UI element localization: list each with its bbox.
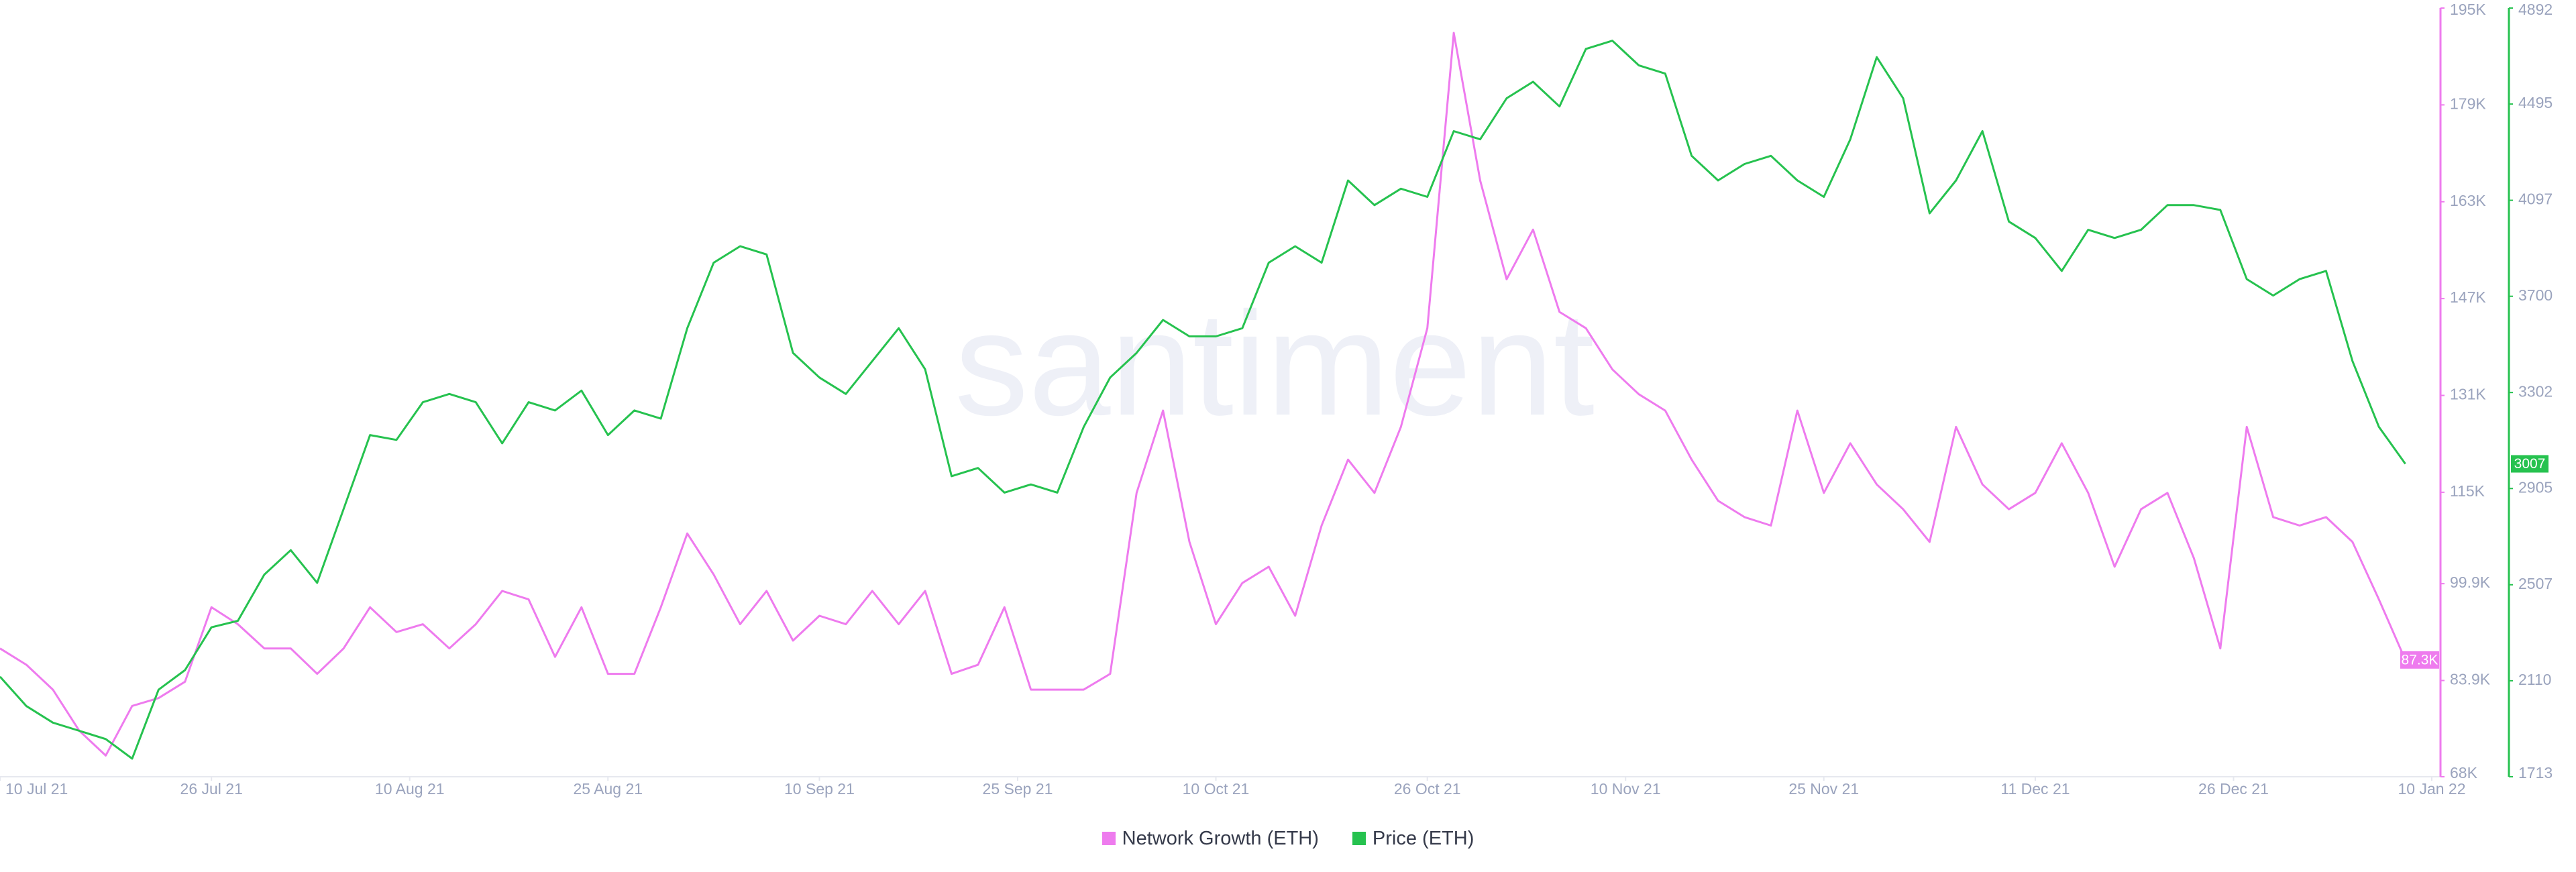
x-tick-label: 25 Sep 21	[983, 780, 1053, 798]
legend-item[interactable]: Price (ETH)	[1352, 828, 1474, 850]
y-tick-label: 3302	[2518, 382, 2553, 400]
y-tick-label: 2507	[2518, 575, 2553, 592]
legend-label: Network Growth (ETH)	[1122, 827, 1319, 849]
y-tick-label: 179K	[2450, 95, 2486, 112]
y-tick-label: 147K	[2450, 288, 2486, 306]
x-tick-label: 25 Nov 21	[1788, 780, 1859, 798]
legend-label: Price (ETH)	[1372, 827, 1474, 849]
y-tick-label: 131K	[2450, 386, 2486, 403]
y-tick-label: 99.9K	[2450, 574, 2491, 591]
y-tick-label: 4495	[2518, 94, 2553, 111]
x-tick-label: 10 Jul 21	[5, 780, 68, 798]
x-tick-label: 10 Oct 21	[1183, 780, 1250, 798]
chart: santiment 10 Jul 21 26 Jul 21 10 Aug 21 25 …	[0, 1, 2553, 798]
y-tick-label: 4892	[2518, 1, 2553, 18]
x-tick-label: 26 Jul 21	[180, 780, 243, 798]
y-tick-label: 2110	[2518, 671, 2551, 688]
y-tick-label: 68K	[2450, 764, 2478, 781]
series-line	[0, 40, 2406, 760]
x-tick-label: 10 Aug 21	[375, 780, 445, 798]
end-label: 3007	[2514, 456, 2546, 472]
y-tick-label: 83.9K	[2450, 671, 2491, 688]
x-tick-label: 26 Oct 21	[1394, 780, 1461, 798]
legend: Network Growth (ETH) Price (ETH)	[0, 824, 2576, 853]
x-tick-label: 25 Aug 21	[573, 780, 643, 798]
y-tick-label: 4097	[2518, 190, 2553, 208]
legend-swatch	[1102, 832, 1116, 845]
y-tick-label: 1713	[2518, 764, 2553, 781]
end-label: 87.3K	[2402, 652, 2438, 667]
y-tick-label: 115K	[2450, 482, 2485, 500]
x-tick-label: 10 Jan 22	[2398, 780, 2465, 798]
y-tick-label: 3700	[2518, 286, 2553, 304]
watermark: santiment	[955, 281, 1595, 446]
y-tick-label: 195K	[2450, 1, 2486, 18]
series-line	[0, 32, 2406, 757]
end-label-box	[2511, 455, 2548, 473]
x-tick-label: 11 Dec 21	[2000, 780, 2070, 798]
x-tick-label: 10 Nov 21	[1591, 780, 1661, 798]
legend-swatch	[1352, 832, 1366, 845]
legend-item[interactable]: Network Growth (ETH)	[1102, 828, 1319, 850]
end-label-box	[2400, 651, 2439, 669]
y-tick-label: 163K	[2450, 192, 2486, 209]
x-tick-label: 10 Sep 21	[784, 780, 855, 798]
y-tick-label: 2905	[2518, 478, 2553, 496]
x-tick-label: 26 Dec 21	[2198, 780, 2269, 798]
